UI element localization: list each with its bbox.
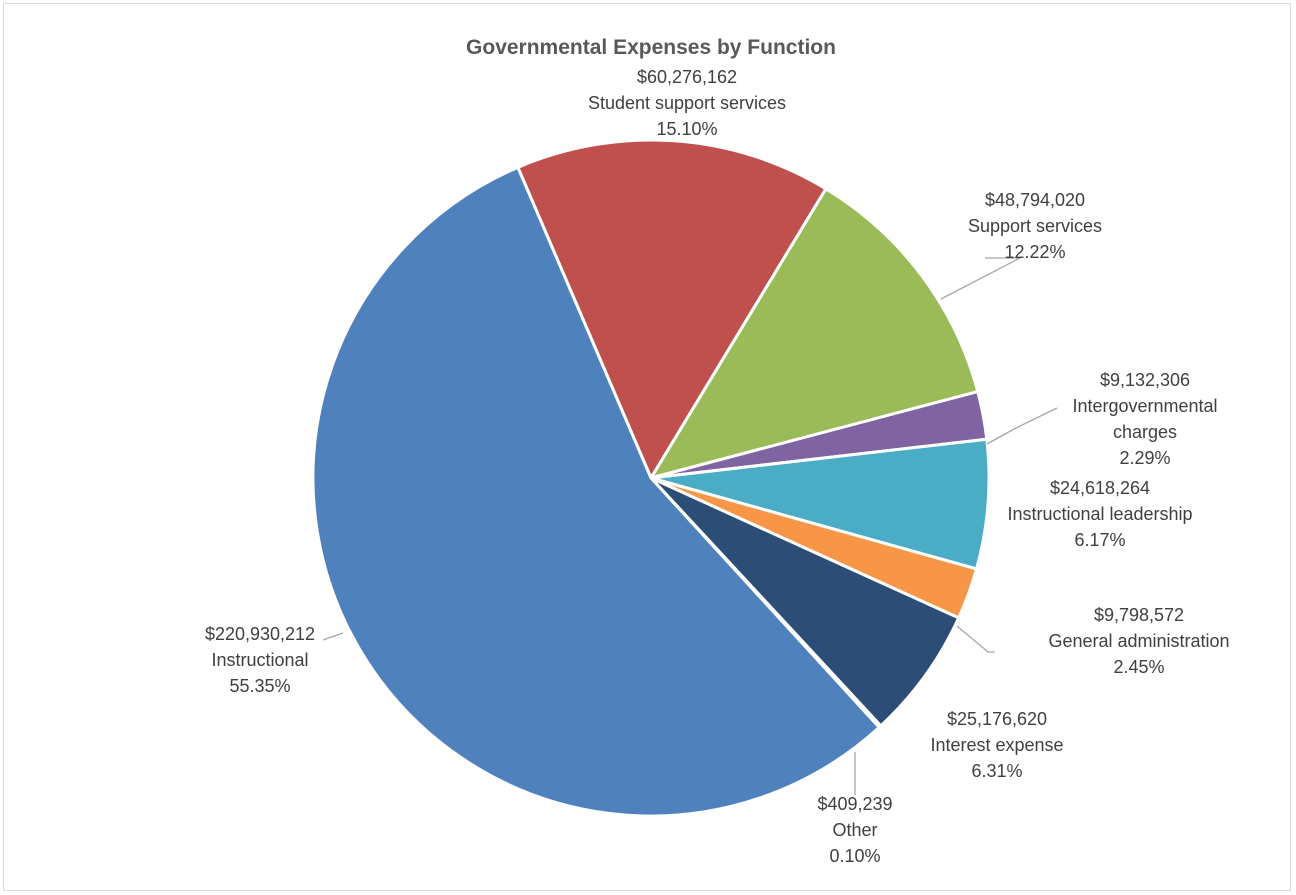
label-other: $409,239 Other 0.10% bbox=[817, 794, 892, 866]
pie-slices bbox=[311, 138, 991, 818]
label-student-support-services: $60,276,162 Student support services 15.10… bbox=[588, 67, 786, 139]
slice-name-label: Intergovernmental bbox=[1072, 396, 1217, 416]
slice-name-label: Other bbox=[832, 820, 877, 840]
slice-value-label: $9,798,572 bbox=[1094, 605, 1184, 625]
slice-value-label: $60,276,162 bbox=[637, 67, 737, 87]
label-support-services: $48,794,020 Support services 12.22% bbox=[968, 190, 1102, 262]
slice-instructional-leadership bbox=[649, 437, 991, 571]
slice-support-services bbox=[649, 187, 980, 480]
slice-percent-label: 6.17% bbox=[1074, 530, 1125, 550]
leader-line-general-administration bbox=[956, 625, 995, 653]
slice-percent-label: 6.31% bbox=[971, 761, 1022, 781]
slice-value-label: $24,618,264 bbox=[1050, 478, 1150, 498]
label-general-administration: $9,798,572 General administration 2.45% bbox=[1048, 605, 1229, 677]
label-instructional: $220,930,212 Instructional 55.35% bbox=[205, 624, 315, 696]
label-interest-expense: $25,176,620 Interest expense 6.31% bbox=[930, 709, 1063, 781]
label-intergovernmental-charges: $9,132,306 Intergovernmental charges 2.29% bbox=[1072, 370, 1217, 468]
slice-percent-label: 55.35% bbox=[229, 676, 290, 696]
leader-line-instructional bbox=[322, 632, 344, 641]
leader-lines bbox=[322, 257, 1058, 795]
slice-value-label: $9,132,306 bbox=[1100, 370, 1190, 390]
slice-percent-label: 2.45% bbox=[1113, 657, 1164, 677]
slice-name-label: charges bbox=[1113, 422, 1177, 442]
slice-value-label: $409,239 bbox=[817, 794, 892, 814]
label-instructional-leadership: $24,618,264 Instructional leadership 6.17% bbox=[1007, 478, 1192, 550]
leader-line-intergovernmental-charges bbox=[986, 407, 1058, 445]
slice-instructional bbox=[311, 165, 881, 818]
slice-name-label: General administration bbox=[1048, 631, 1229, 651]
slice-interest-expense bbox=[649, 476, 961, 728]
slice-value-label: $220,930,212 bbox=[205, 624, 315, 644]
slice-student-support-services bbox=[516, 138, 828, 480]
slice-percent-label: 2.29% bbox=[1119, 448, 1170, 468]
slice-name-label: Interest expense bbox=[930, 735, 1063, 755]
slice-value-label: $48,794,020 bbox=[985, 190, 1085, 210]
leader-line-support-services bbox=[940, 257, 1021, 300]
slice-percent-label: 0.10% bbox=[829, 846, 880, 866]
slice-name-label: Instructional leadership bbox=[1007, 504, 1192, 524]
slice-name-label: Support services bbox=[968, 216, 1102, 236]
slice-value-label: $25,176,620 bbox=[947, 709, 1047, 729]
slice-name-label: Instructional bbox=[211, 650, 308, 670]
chart-title: Governmental Expenses by Function bbox=[466, 36, 836, 59]
slice-name-label: Student support services bbox=[588, 93, 786, 113]
slice-labels: $60,276,162 Student support services 15.10… bbox=[205, 67, 1230, 866]
slice-percent-label: 12.22% bbox=[1004, 242, 1065, 262]
slice-percent-label: 15.10% bbox=[656, 119, 717, 139]
